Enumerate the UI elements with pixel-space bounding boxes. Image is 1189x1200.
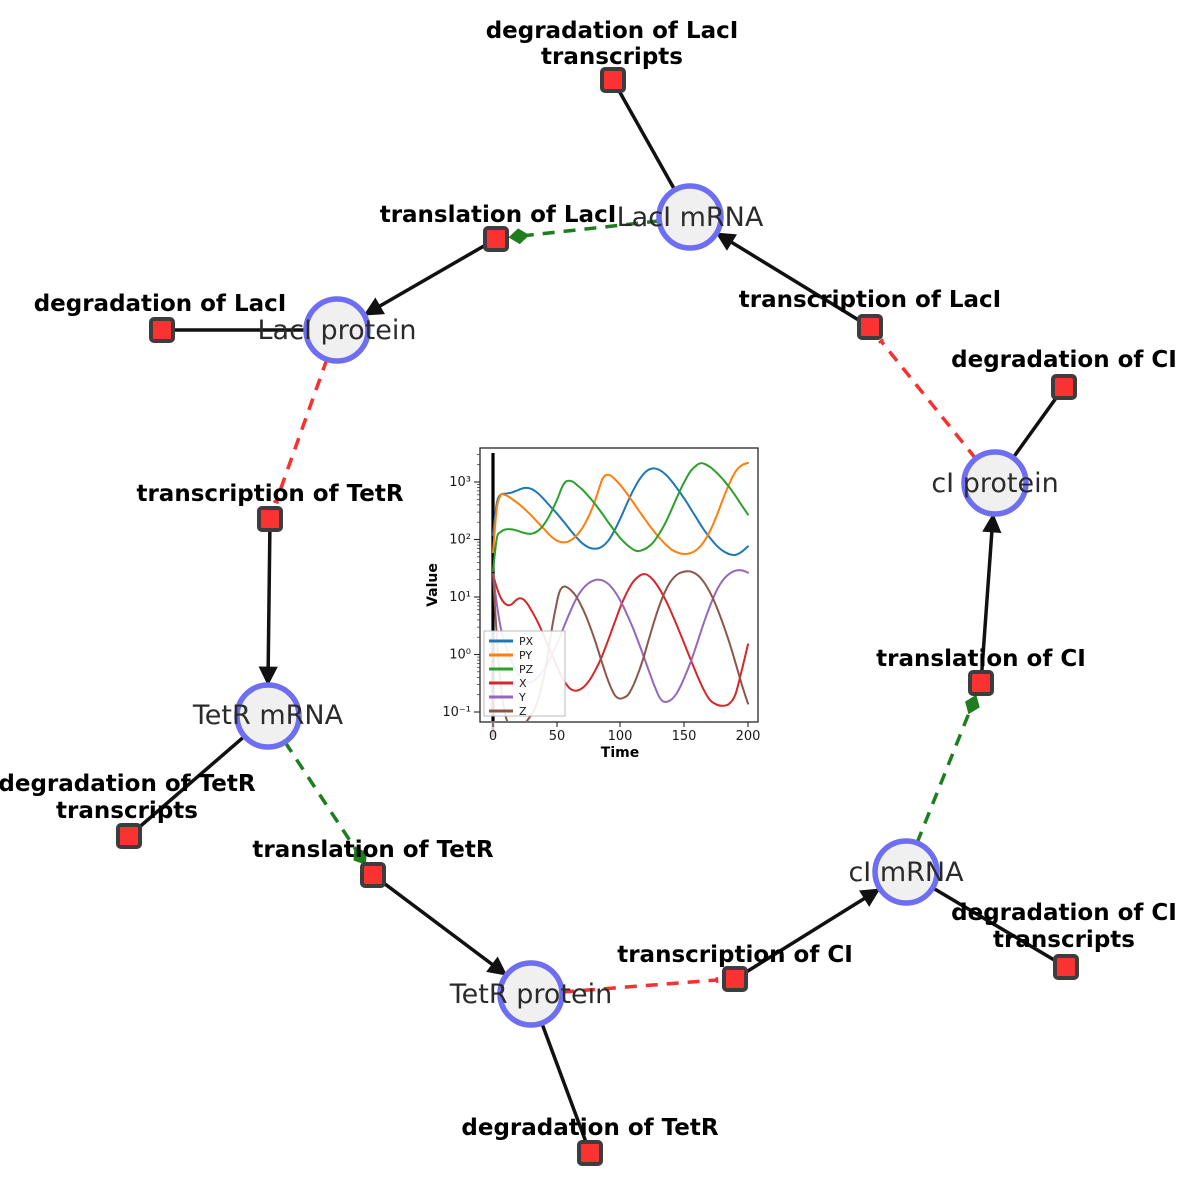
chart-legend-box [483, 630, 566, 717]
label-deg-ci-transcripts-2: transcripts [993, 927, 1135, 953]
species-node-ci-protein [961, 449, 1029, 517]
label-deg-ci: degradation of CI [951, 347, 1177, 373]
product-edges [258, 232, 1002, 981]
label-deg-tetr-transcripts-2: transcripts [56, 798, 198, 824]
x-tick-150: 150 [672, 729, 697, 744]
edge-transcription-ci-to-mrna [734, 888, 881, 981]
reaction-node-deg-tetr [577, 1140, 603, 1166]
y-tick-1e1: 10¹ [449, 590, 471, 605]
edge-transcription-laci-to-mrna [715, 232, 871, 329]
reaction-nodes [116, 67, 1079, 1166]
label-deg-tetr: degradation of TetR [461, 1115, 718, 1141]
edge-laciprotein-inhibits-transcription-tetr [272, 358, 329, 505]
edge-translation-laci-to-protein [363, 237, 497, 316]
label-translation-ci: translation of CI [876, 646, 1086, 672]
legend-label-pz: PZ [519, 663, 534, 676]
label-laci-mrna: LacI mRNA [617, 202, 764, 233]
legend-label-py: PY [519, 649, 532, 662]
edge-ciprotein-inhibits-transcription-laci [878, 338, 978, 461]
x-tick-0: 0 [489, 729, 497, 744]
chart-x-ticks: 0 50 100 150 200 [489, 722, 761, 744]
reaction-node-translation-tetr [360, 862, 386, 888]
edge-tetrprotein-inhibits-transcription-ci [561, 977, 719, 994]
legend-label-px: PX [519, 635, 534, 648]
legend-label-z: Z [519, 705, 527, 718]
y-tick-1e2: 10² [449, 533, 471, 548]
edge-lacimrna-mod-translation [508, 219, 660, 245]
label-tetr-mrna: TetR mRNA [192, 700, 344, 731]
x-tick-200: 200 [736, 729, 761, 744]
inhibition-edges [272, 338, 978, 994]
label-ci-protein: cI protein [931, 468, 1058, 499]
edge-tetrmrna-mod-translation [283, 741, 367, 865]
label-transcription-laci: transcription of LacI [739, 287, 1002, 313]
species-node-tetr-protein [497, 960, 565, 1028]
reaction-node-deg-laci [149, 317, 175, 343]
label-deg-ci-transcripts-1: degradation of CI [951, 900, 1177, 926]
reaction-node-transcription-tetr [257, 506, 283, 532]
species-node-laci-mrna [656, 183, 724, 251]
label-deg-laci-transcripts-1: degradation of LacI [486, 18, 739, 44]
label-ci-mrna: cI mRNA [848, 857, 964, 888]
label-deg-tetr-transcripts-1: degradation of TetR [0, 771, 256, 797]
species-node-ci-mrna [872, 838, 940, 906]
label-translation-laci: translation of LacI [380, 202, 617, 228]
edge-transcription-tetr-to-mrna [258, 518, 278, 686]
reaction-node-deg-laci-transcripts [600, 67, 626, 93]
edge-cimrna-mod-translation [915, 694, 980, 844]
modifier-edges [283, 219, 980, 865]
label-deg-laci-transcripts-2: transcripts [541, 44, 683, 70]
y-tick-1e-1: 10⁻¹ [442, 705, 471, 720]
chart-series-PY [492, 461, 749, 556]
chart-legend: PX PY PZ X Y Z [483, 630, 566, 718]
species-node-tetr-mrna [234, 682, 302, 750]
label-deg-laci: degradation of LacI [34, 291, 287, 317]
legend-label-x: X [519, 677, 527, 690]
y-tick-1e0: 10⁰ [449, 648, 471, 663]
reaction-node-transcription-ci [722, 966, 748, 992]
chart-series-PX [492, 467, 749, 556]
label-transcription-ci: transcription of CI [617, 942, 853, 968]
reaction-node-deg-tetr-transcripts [116, 823, 142, 849]
species-nodes [234, 183, 1029, 1028]
label-translation-tetr: translation of TetR [252, 837, 493, 863]
reaction-node-translation-laci [483, 226, 509, 252]
x-tick-100: 100 [608, 729, 633, 744]
inset-chart: 0 50 100 150 200 10⁻¹ 10⁰ 10¹ 10² 10³ Ti… [425, 447, 761, 761]
chart-xlabel: Time [601, 745, 639, 761]
reaction-node-deg-ci [1051, 374, 1077, 400]
label-transcription-tetr: transcription of TetR [136, 481, 403, 507]
x-tick-50: 50 [549, 729, 566, 744]
species-node-laci-protein [303, 296, 371, 364]
y-tick-1e3: 10³ [449, 475, 471, 490]
reaction-node-translation-ci [968, 670, 994, 696]
species-labels: LacI mRNA LacI protein cI protein cI mRN… [192, 202, 1059, 1010]
reaction-labels: degradation of LacI transcripts translat… [0, 18, 1177, 1141]
label-tetr-protein: TetR protein [449, 979, 612, 1010]
chart-series-Z [492, 570, 749, 721]
legend-label-y: Y [518, 691, 526, 704]
edge-translation-tetr-to-protein [371, 873, 508, 976]
chart-series-X [492, 573, 749, 707]
chart-series-PZ [492, 462, 749, 573]
label-laci-protein: LacI protein [258, 315, 417, 346]
reaction-node-deg-ci-transcripts [1053, 954, 1079, 980]
reaction-node-transcription-laci [857, 314, 883, 340]
edge-translation-ci-to-protein [979, 513, 1002, 684]
chart-ylabel: Value [425, 563, 441, 607]
chart-y-ticks: 10⁻¹ 10⁰ 10¹ 10² 10³ [442, 454, 480, 720]
